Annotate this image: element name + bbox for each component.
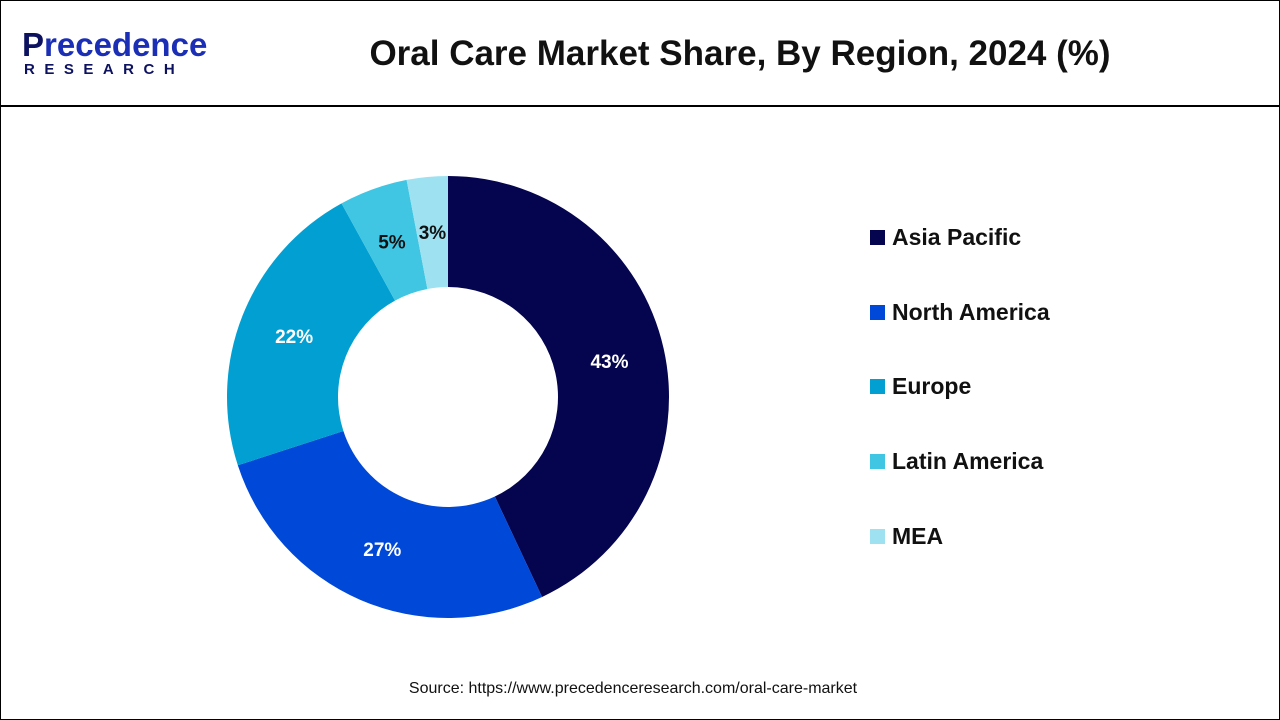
- data-label: 27%: [363, 540, 401, 561]
- slice-latin-america: [341, 179, 428, 301]
- legend-swatch: [870, 379, 885, 395]
- data-label: 43%: [590, 352, 628, 373]
- legend-item: Europe: [870, 350, 1050, 425]
- legend: Asia Pacific North America Europe Latin Ame…: [870, 224, 1050, 604]
- legend-swatch: [870, 529, 885, 545]
- header: Precedence RESEARCH Oral Care Market Sha…: [0, 0, 1280, 107]
- legend-item: Asia Pacific: [870, 200, 1050, 275]
- legend-label: North America: [892, 298, 1050, 325]
- legend-swatch: [870, 454, 885, 470]
- data-label: 3%: [419, 223, 447, 244]
- legend-swatch: [870, 304, 885, 320]
- legend-label: MEA: [892, 523, 944, 550]
- legend-item: MEA: [870, 499, 1050, 574]
- slice-mea: [406, 176, 448, 289]
- legend-label: Asia Pacific: [892, 223, 1022, 250]
- precedence-research-logo: Precedence RESEARCH: [22, 26, 208, 78]
- legend-label: Europe: [892, 373, 972, 400]
- slice-europe: [226, 203, 396, 466]
- legend-item: Latin America: [870, 424, 1050, 499]
- source-text: Source: https://www.precedenceresearch.c…: [408, 680, 858, 697]
- data-label: 5%: [378, 232, 406, 253]
- chart-title: Oral Care Market Share, By Region, 2024 …: [369, 34, 1111, 73]
- legend-label: Latin America: [892, 448, 1044, 475]
- slice-north-america: [237, 430, 543, 618]
- legend-swatch: [870, 229, 885, 245]
- legend-item: North America: [870, 275, 1050, 350]
- slice-asia-pacific: [448, 176, 670, 597]
- data-label: 22%: [275, 327, 313, 348]
